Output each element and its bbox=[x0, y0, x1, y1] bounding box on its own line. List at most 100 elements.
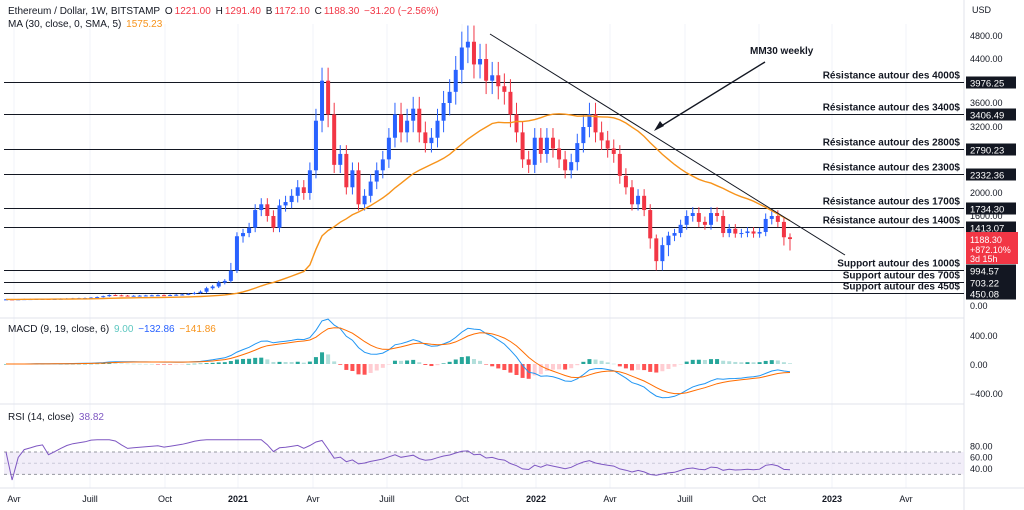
candle-body bbox=[441, 103, 446, 121]
macd-hist-bar bbox=[417, 362, 422, 364]
macd-hist-bar bbox=[478, 360, 483, 364]
candle-body bbox=[368, 181, 373, 196]
macd-signal-value: −141.86 bbox=[179, 324, 216, 335]
current-countdown: 3d 15h bbox=[970, 254, 998, 264]
candle-body bbox=[775, 216, 780, 222]
level-tag-text: 703.22 bbox=[970, 279, 999, 290]
level-label: Résistance autour des 4000$ bbox=[823, 71, 961, 82]
candle-body bbox=[101, 296, 106, 298]
candle-body bbox=[702, 221, 707, 225]
candle-body bbox=[253, 210, 258, 228]
candle-body bbox=[405, 120, 410, 133]
macd-hist-bar bbox=[149, 363, 154, 365]
candle-body bbox=[478, 59, 483, 65]
level-label: Support autour des 450$ bbox=[843, 282, 961, 293]
candle-body bbox=[399, 114, 404, 133]
level-label: Résistance autour des 1400$ bbox=[823, 216, 961, 227]
macd-hist-bar bbox=[362, 364, 367, 375]
price-tick-label: 1600.00 bbox=[970, 211, 1003, 221]
level-tag-text: 3976.25 bbox=[970, 79, 1004, 90]
candle-body bbox=[362, 195, 367, 205]
macd-hist-bar bbox=[550, 364, 555, 370]
macd-hist-bar bbox=[101, 363, 106, 364]
candle-body bbox=[162, 295, 167, 297]
candle-body bbox=[168, 295, 173, 297]
change-value: −31.20 (−2.56%) bbox=[364, 6, 439, 17]
rsi-tick-label: 40.00 bbox=[970, 464, 993, 474]
candle-body bbox=[222, 280, 227, 283]
candle-body bbox=[496, 75, 501, 87]
candle-body bbox=[259, 204, 264, 211]
macd-hist-bar bbox=[514, 364, 519, 375]
candle-body bbox=[672, 233, 677, 236]
candle-body bbox=[380, 159, 385, 171]
candle-body bbox=[605, 140, 610, 149]
macd-hist-bar bbox=[678, 364, 683, 365]
level-label: Résistance autour des 2800$ bbox=[823, 138, 961, 149]
rsi-value: 38.82 bbox=[78, 412, 104, 423]
macd-hist-bar bbox=[775, 360, 780, 364]
candle-body bbox=[696, 213, 701, 222]
candle-body bbox=[435, 120, 440, 138]
macd-hist-bar bbox=[508, 364, 513, 373]
macd-hist-bar bbox=[672, 364, 677, 367]
macd-hist-bar bbox=[113, 363, 118, 364]
candle-body bbox=[453, 69, 458, 92]
macd-hist-bar bbox=[702, 359, 707, 364]
macd-hist-bar bbox=[350, 364, 355, 372]
level-tag bbox=[966, 221, 1016, 234]
candle-body bbox=[326, 80, 331, 115]
candle-body bbox=[192, 293, 197, 295]
candle-body bbox=[374, 170, 379, 182]
macd-hist-value: 9.00 bbox=[113, 324, 134, 335]
candle-body bbox=[429, 137, 434, 144]
candle-body bbox=[611, 148, 616, 154]
time-tick-label: Juill bbox=[379, 494, 395, 504]
candle-body bbox=[447, 91, 452, 103]
rsi-tick-label: 60.00 bbox=[970, 453, 993, 463]
candle-body bbox=[514, 114, 519, 133]
candle-body bbox=[715, 213, 720, 216]
candle-body bbox=[575, 143, 580, 163]
macd-hist-bar bbox=[271, 361, 276, 364]
macd-hist-bar bbox=[180, 364, 185, 365]
candle-body bbox=[301, 187, 306, 193]
macd-hist-bar bbox=[569, 364, 574, 369]
candle-body bbox=[277, 205, 282, 228]
macd-hist-bar bbox=[690, 359, 695, 364]
level-label: Résistance autour des 3400$ bbox=[823, 103, 961, 114]
candle-body bbox=[508, 91, 513, 115]
macd-hist-bar bbox=[131, 363, 136, 365]
macd-hist-bar bbox=[666, 364, 671, 369]
macd-hist-bar bbox=[557, 364, 562, 370]
candle-body bbox=[423, 132, 428, 144]
arrow-head bbox=[654, 121, 664, 131]
level-tag bbox=[966, 202, 1016, 215]
macd-hist-bar bbox=[386, 364, 391, 365]
macd-hist-bar bbox=[204, 363, 209, 364]
macd-hist-bar bbox=[763, 360, 768, 364]
candle-body bbox=[392, 114, 397, 138]
candle-body bbox=[247, 227, 252, 234]
candle-body bbox=[642, 195, 647, 211]
macd-hist-bar bbox=[162, 364, 167, 365]
current-price-tag bbox=[966, 232, 1018, 264]
macd-hist-bar bbox=[234, 359, 239, 364]
candle-body bbox=[538, 137, 543, 154]
macd-hist-bar bbox=[137, 363, 142, 365]
candle-body bbox=[271, 216, 276, 228]
ma-value: 1575.23 bbox=[126, 19, 163, 30]
candle-body bbox=[636, 195, 641, 205]
candle-body bbox=[739, 233, 744, 235]
time-tick-label: Oct bbox=[158, 494, 173, 504]
chart-header: Ethereum / Dollar, 1W, BITSTAMP O 1221.00… bbox=[8, 6, 439, 17]
macd-hist-bar bbox=[247, 358, 252, 364]
candle-body bbox=[180, 294, 185, 296]
macd-hist-bar bbox=[429, 364, 434, 367]
candle-body bbox=[629, 187, 634, 205]
macd-hist-bar bbox=[192, 363, 197, 365]
candle-body bbox=[471, 41, 476, 65]
candle-body bbox=[386, 137, 391, 160]
candle-body bbox=[143, 295, 148, 297]
